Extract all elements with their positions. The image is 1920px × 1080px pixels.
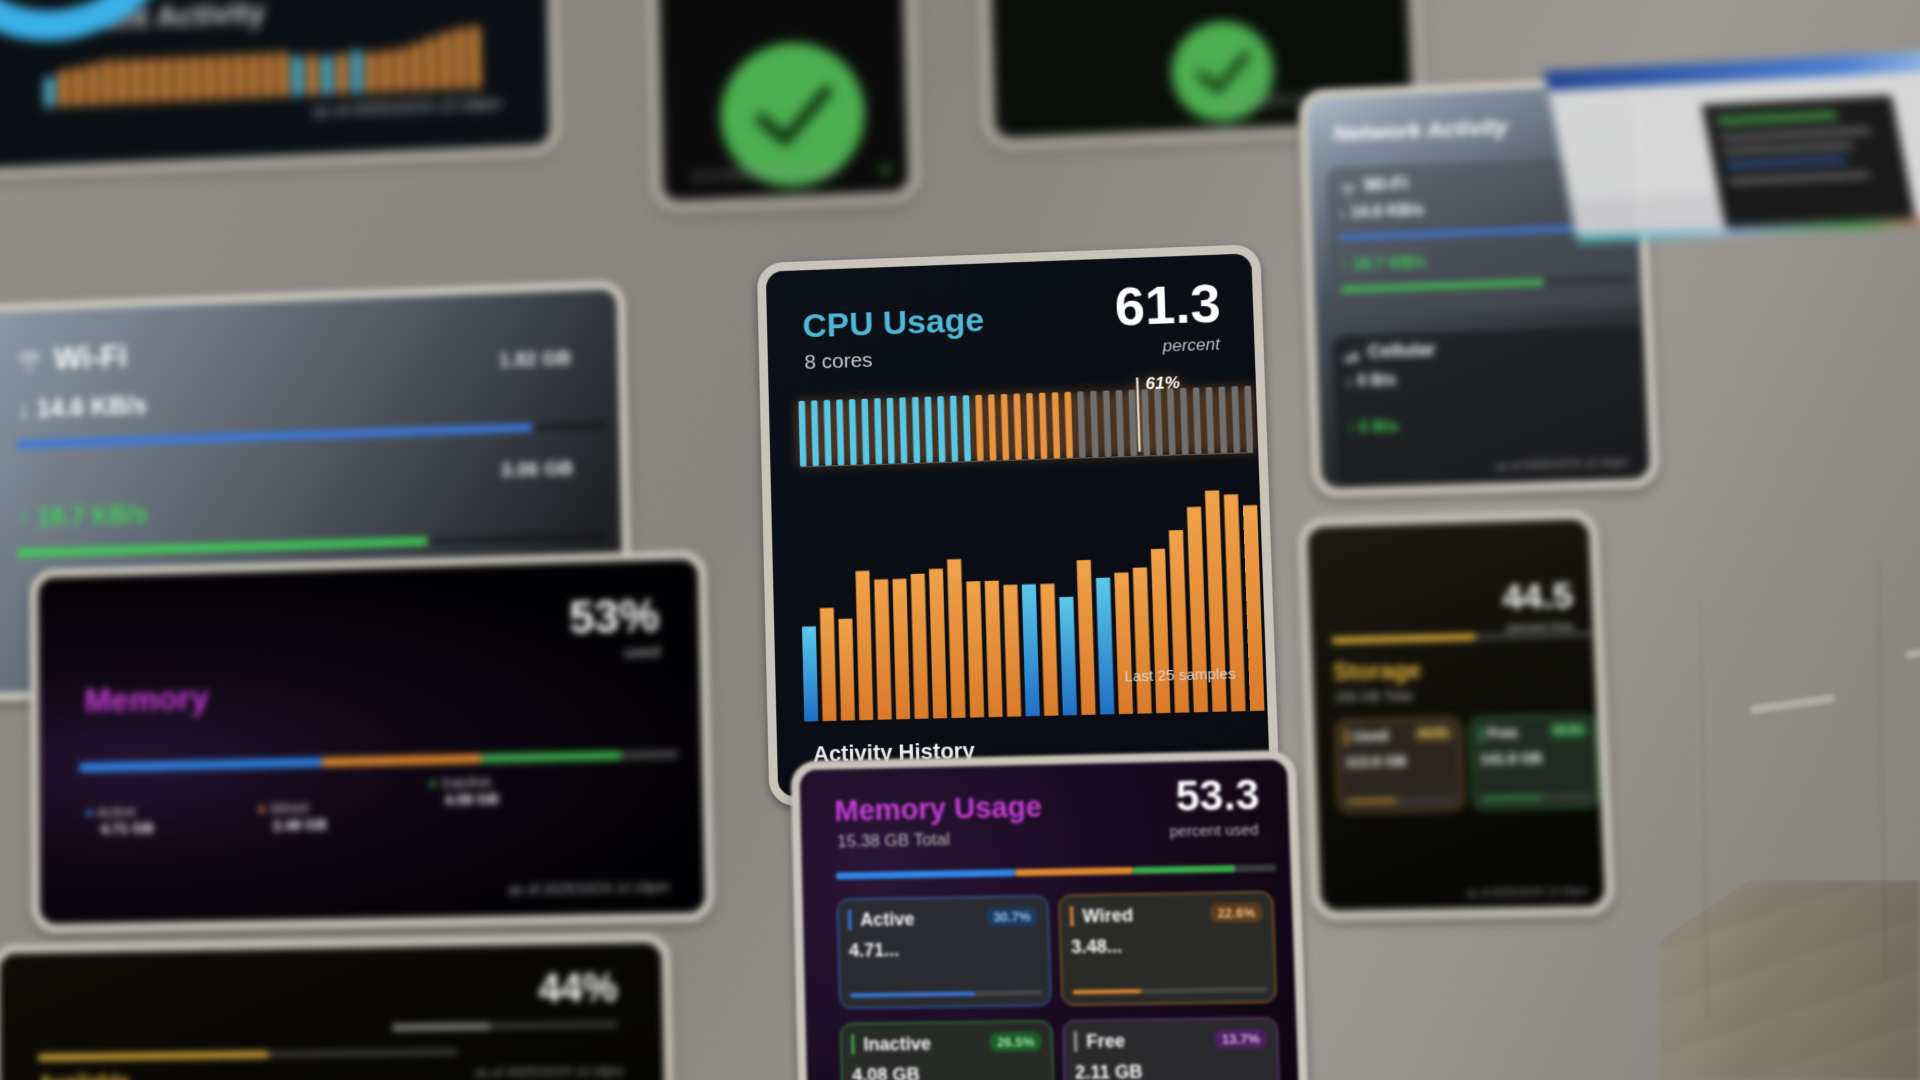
svg-text:61%: 61% [1145, 373, 1180, 394]
